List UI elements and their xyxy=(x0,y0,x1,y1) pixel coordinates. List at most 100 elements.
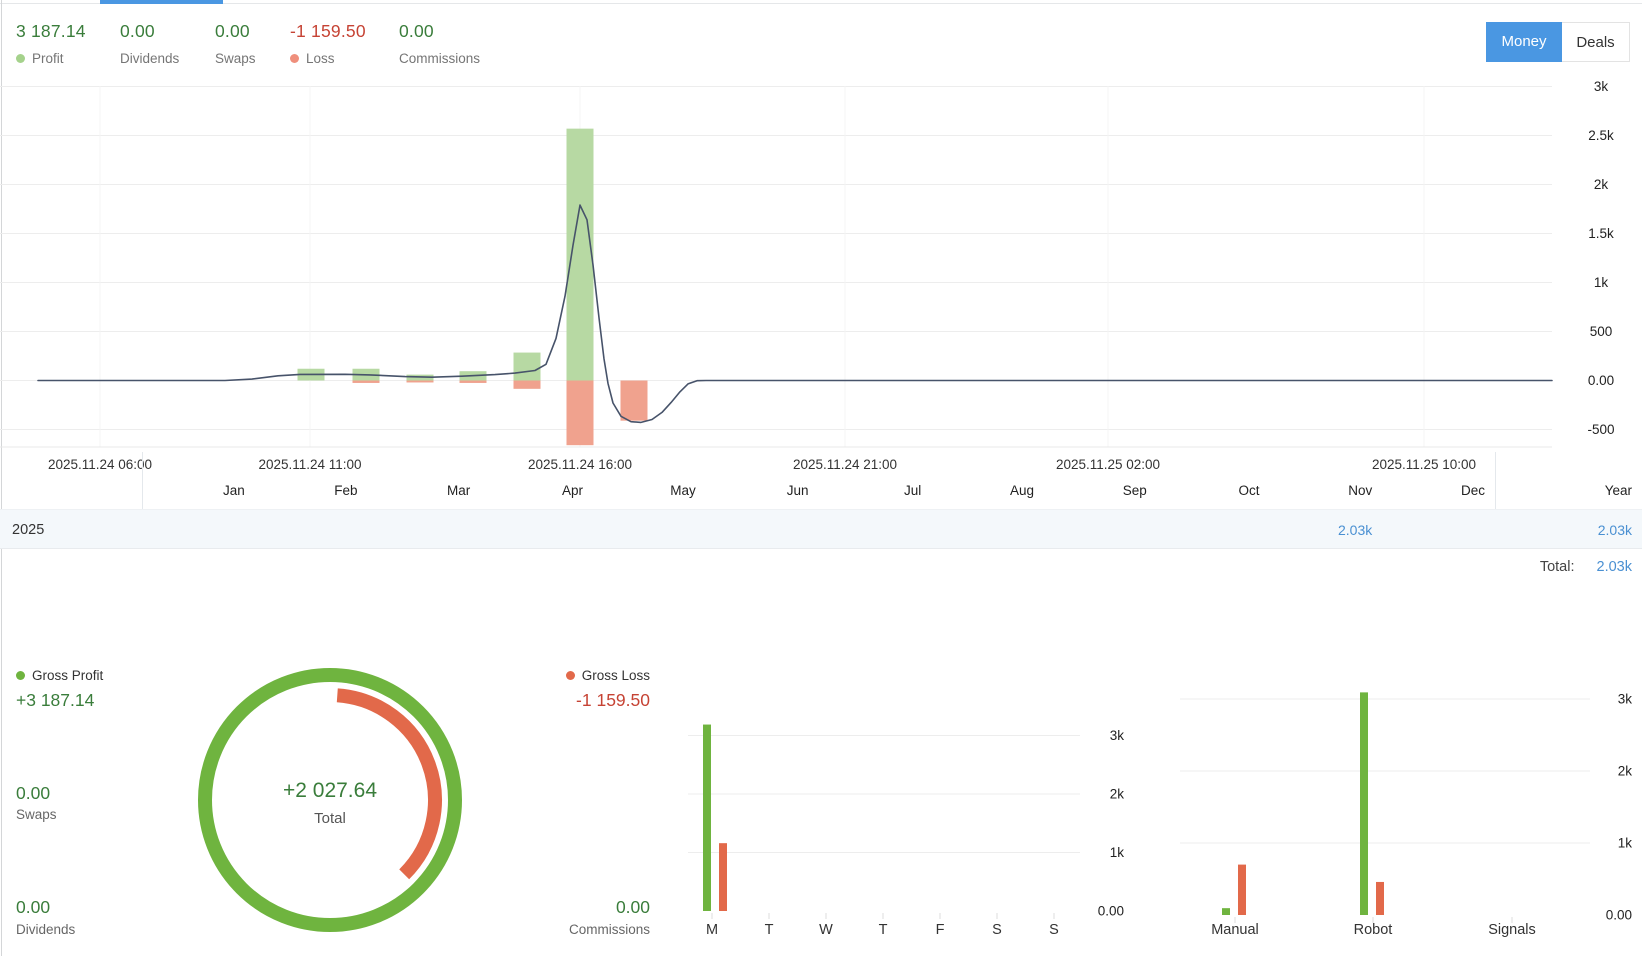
profit-ring xyxy=(198,668,462,932)
stat-value: 0.00 xyxy=(215,21,250,41)
category-label: S xyxy=(1049,922,1059,938)
month-col-jun: Jun xyxy=(786,483,809,498)
year-col-header: Year xyxy=(1604,483,1632,498)
donut-total-label: Total xyxy=(314,810,346,827)
month-col-nov: Nov xyxy=(1348,483,1373,498)
category-label: M xyxy=(706,922,718,938)
y-axis-label: 500 xyxy=(1590,324,1613,339)
table-separator-right xyxy=(1495,452,1496,549)
x-axis-time-label: 2025.11.24 11:00 xyxy=(258,457,361,472)
loss-bar xyxy=(719,843,727,911)
month-col-mar: Mar xyxy=(447,483,471,498)
x-axis-time-label: 2025.11.25 10:00 xyxy=(1372,457,1476,472)
dividends-value: 0.00 xyxy=(16,897,51,917)
month-col-jan: Jan xyxy=(222,483,245,498)
category-label: S xyxy=(992,922,1002,938)
month-col-jul: Jul xyxy=(903,483,922,498)
gross-loss-value: -1 159.50 xyxy=(576,690,650,710)
total-label: Total: xyxy=(1539,559,1575,575)
year-total-value: 2.03k xyxy=(1597,522,1632,538)
stat-label-text: Commissions xyxy=(399,51,481,66)
stat-label-text: Loss xyxy=(306,51,335,66)
y-axis-label: 2k xyxy=(1618,764,1633,779)
stat-value: 0.00 xyxy=(120,21,155,41)
loss-bar xyxy=(459,380,487,383)
category-label: T xyxy=(879,922,888,938)
category-label: T xyxy=(765,922,774,938)
x-axis-time-label: 2025.11.24 06:00 xyxy=(48,457,152,472)
cumulative-line xyxy=(37,204,1553,424)
profit-dot-icon xyxy=(16,54,25,63)
stat-dividends: 0.00 Dividends xyxy=(120,21,179,66)
stat-label-row: Swaps xyxy=(215,51,256,66)
stat-label-row: Commissions xyxy=(399,51,480,66)
loss-bar xyxy=(620,380,648,421)
category-label: Signals xyxy=(1488,922,1536,938)
deals-button[interactable]: Deals xyxy=(1562,22,1630,62)
profit-loss-time-chart[interactable]: 3k 2.5k 2k 1.5k 1k 500 0.00 -500 2025.11.24 06:0… xyxy=(0,62,1642,474)
profit-bar xyxy=(566,128,594,381)
x-axis-time-label: 2025.11.25 02:00 xyxy=(1056,457,1160,472)
profit-by-source-chart[interactable]: 3k 2k 1k 0.00 Manual Robot Signals xyxy=(1140,690,1642,956)
profit-bar xyxy=(513,352,541,381)
gross-profit-legend: Gross Profit xyxy=(16,668,103,683)
stat-label-row: Loss xyxy=(290,51,366,66)
stat-label-row: Dividends xyxy=(120,51,179,66)
loss-bar xyxy=(1238,864,1246,915)
money-button[interactable]: Money xyxy=(1486,22,1562,62)
month-col-may: May xyxy=(670,483,696,498)
y-axis-label: 0.00 xyxy=(1606,908,1632,923)
dividends-label: Dividends xyxy=(16,922,76,937)
loss-bar xyxy=(566,380,594,446)
month-col-sep: Sep xyxy=(1122,483,1147,498)
stat-label-text: Profit xyxy=(32,51,64,66)
y-axis-label: 1k xyxy=(1618,836,1633,851)
stat-loss: -1 159.50 Loss xyxy=(290,21,366,66)
x-axis-time-label: 2025.11.24 16:00 xyxy=(528,457,632,472)
y-axis-label: 3k xyxy=(1110,728,1125,743)
category-label: W xyxy=(819,922,833,938)
month-col-dec: Dec xyxy=(1460,483,1485,498)
y-axis-label: 3k xyxy=(1594,79,1609,94)
profit-bar xyxy=(1360,692,1368,915)
panel-left-border xyxy=(1,0,2,956)
y-axis-label: 2k xyxy=(1110,787,1125,802)
commissions-value: 0.00 xyxy=(615,897,650,917)
stat-profit: 3 187.14 Profit xyxy=(16,21,86,66)
y-axis-label: 2k xyxy=(1594,177,1609,192)
y-axis-label: 1k xyxy=(1110,845,1125,860)
stat-label-row: Profit xyxy=(16,51,86,66)
gross-loss-dot-icon xyxy=(565,671,575,680)
stat-value: -1 159.50 xyxy=(290,21,366,41)
profit-bar xyxy=(1222,908,1230,915)
table-separator-left xyxy=(142,452,143,549)
profit-by-weekday-chart[interactable]: 3k 2k 1k 0.00 M T W T F S S xyxy=(630,690,1150,956)
swaps-value: 0.00 xyxy=(16,783,51,803)
category-label: F xyxy=(936,922,945,938)
y-axis-label: 0.00 xyxy=(1588,373,1614,388)
y-axis-label: 3k xyxy=(1618,692,1633,707)
view-toggle: Money Deals xyxy=(1486,22,1630,62)
loss-dot-icon xyxy=(290,54,299,63)
x-axis-time-label: 2025.11.24 21:00 xyxy=(793,457,897,472)
category-label: Manual xyxy=(1211,922,1259,938)
stat-label-text: Dividends xyxy=(120,51,180,66)
loss-bar xyxy=(406,380,434,383)
gross-profit-value: +3 187.14 xyxy=(16,690,95,710)
donut-total-value: +2 027.64 xyxy=(283,779,377,802)
gross-loss-legend: Gross Loss xyxy=(440,668,650,683)
month-col-aug: Aug xyxy=(1009,483,1034,498)
year-summary-row[interactable]: 2025 2.03k 2.03k xyxy=(0,509,1642,549)
y-axis-label: 0.00 xyxy=(1098,904,1124,919)
profit-loss-donut-chart[interactable]: +2 027.64 Total xyxy=(190,660,470,940)
active-tab-indicator xyxy=(100,0,223,4)
category-label: Robot xyxy=(1354,922,1393,938)
stat-swaps: 0.00 Swaps xyxy=(215,21,256,66)
y-axis-label: -500 xyxy=(1587,422,1614,437)
year-month-value-nov: 2.03k xyxy=(1338,522,1373,538)
swaps-label: Swaps xyxy=(16,807,57,822)
stat-value: 0.00 xyxy=(399,21,434,41)
y-axis-label: 1k xyxy=(1594,275,1609,290)
total-value: 2.03k xyxy=(1596,559,1632,575)
loss-arc xyxy=(336,688,442,880)
